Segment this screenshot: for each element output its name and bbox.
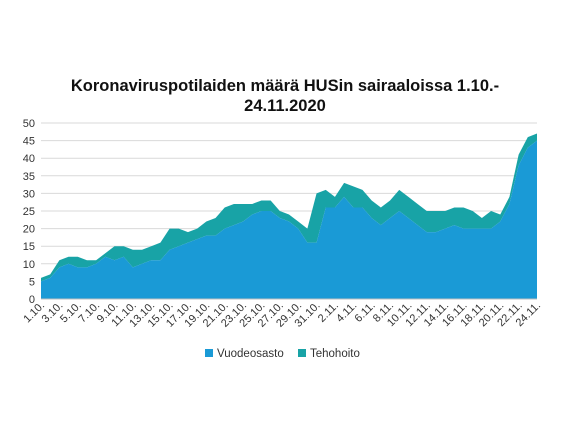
legend: Vuodeosasto Tehohoito <box>205 348 360 360</box>
legend-label: Tehohoito <box>310 348 360 360</box>
chart-title: Koronaviruspotilaiden määrä HUSin sairaa… <box>0 76 570 116</box>
legend-swatch <box>205 349 213 357</box>
y-tick-label: 30 <box>23 188 35 200</box>
y-tick-label: 25 <box>23 206 35 218</box>
chart-title-line-2: 24.11.2020 <box>244 97 326 115</box>
y-tick-label: 10 <box>23 259 35 271</box>
legend-label: Vuodeosasto <box>217 348 284 360</box>
y-tick-label: 5 <box>29 276 35 288</box>
y-tick-label: 50 <box>23 118 35 130</box>
y-tick-label: 35 <box>23 171 35 183</box>
plot-area <box>41 133 537 299</box>
chart-title-line-1: Koronaviruspotilaiden määrä HUSin sairaa… <box>70 77 500 95</box>
y-tick-label: 40 <box>23 153 35 165</box>
legend-swatch <box>298 349 306 357</box>
y-tick-label: 20 <box>23 224 35 236</box>
y-tick-label: 0 <box>29 294 35 306</box>
y-tick-label: 15 <box>23 241 35 253</box>
series-area-vuodeosasto <box>41 140 537 299</box>
series-area-tehohoito <box>41 133 537 282</box>
y-tick-label: 45 <box>23 136 35 148</box>
